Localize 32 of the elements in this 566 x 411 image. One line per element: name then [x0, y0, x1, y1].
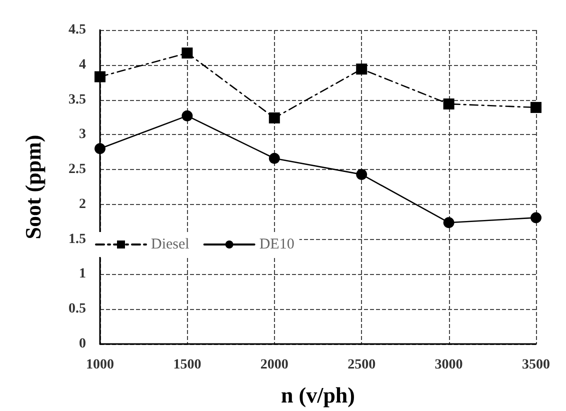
point — [268, 112, 280, 124]
x-tick-label: 2000 — [260, 358, 288, 372]
point — [94, 71, 106, 82]
y-tick-label: 4 — [79, 57, 86, 72]
y-tick-label: 2.5 — [68, 162, 86, 178]
y-tick-label: 2 — [79, 196, 86, 212]
point — [268, 152, 280, 164]
legend-label: DE10 — [259, 236, 294, 252]
y-tick-label: 1.5 — [68, 232, 86, 247]
y-tick-label: 0 — [79, 336, 86, 352]
point — [443, 98, 454, 110]
y-tick-label: 4.5 — [68, 22, 86, 38]
point — [182, 48, 193, 59]
point — [94, 143, 106, 154]
x-tick-label: 1500 — [173, 358, 202, 372]
point — [356, 64, 368, 75]
y-tick-label: 1 — [79, 266, 86, 282]
x-tick-label: 3000 — [434, 358, 463, 372]
y-tick-label: 0.5 — [68, 302, 86, 317]
x-tick-label: 3500 — [522, 358, 550, 372]
y-axis-title: Soot (ppm) — [20, 134, 46, 240]
x-tick-label: 2500 — [348, 358, 376, 372]
legend-label: Diesel — [151, 236, 190, 252]
y-tick-label: 3.5 — [68, 92, 86, 108]
point — [443, 217, 454, 228]
point — [356, 168, 368, 180]
x-tick-label: 1000 — [86, 358, 114, 372]
x-axis-title: n (v/ph) — [281, 382, 355, 408]
y-tick-label: 3 — [79, 127, 86, 142]
point — [530, 212, 542, 224]
point — [530, 102, 542, 113]
point — [182, 110, 193, 122]
